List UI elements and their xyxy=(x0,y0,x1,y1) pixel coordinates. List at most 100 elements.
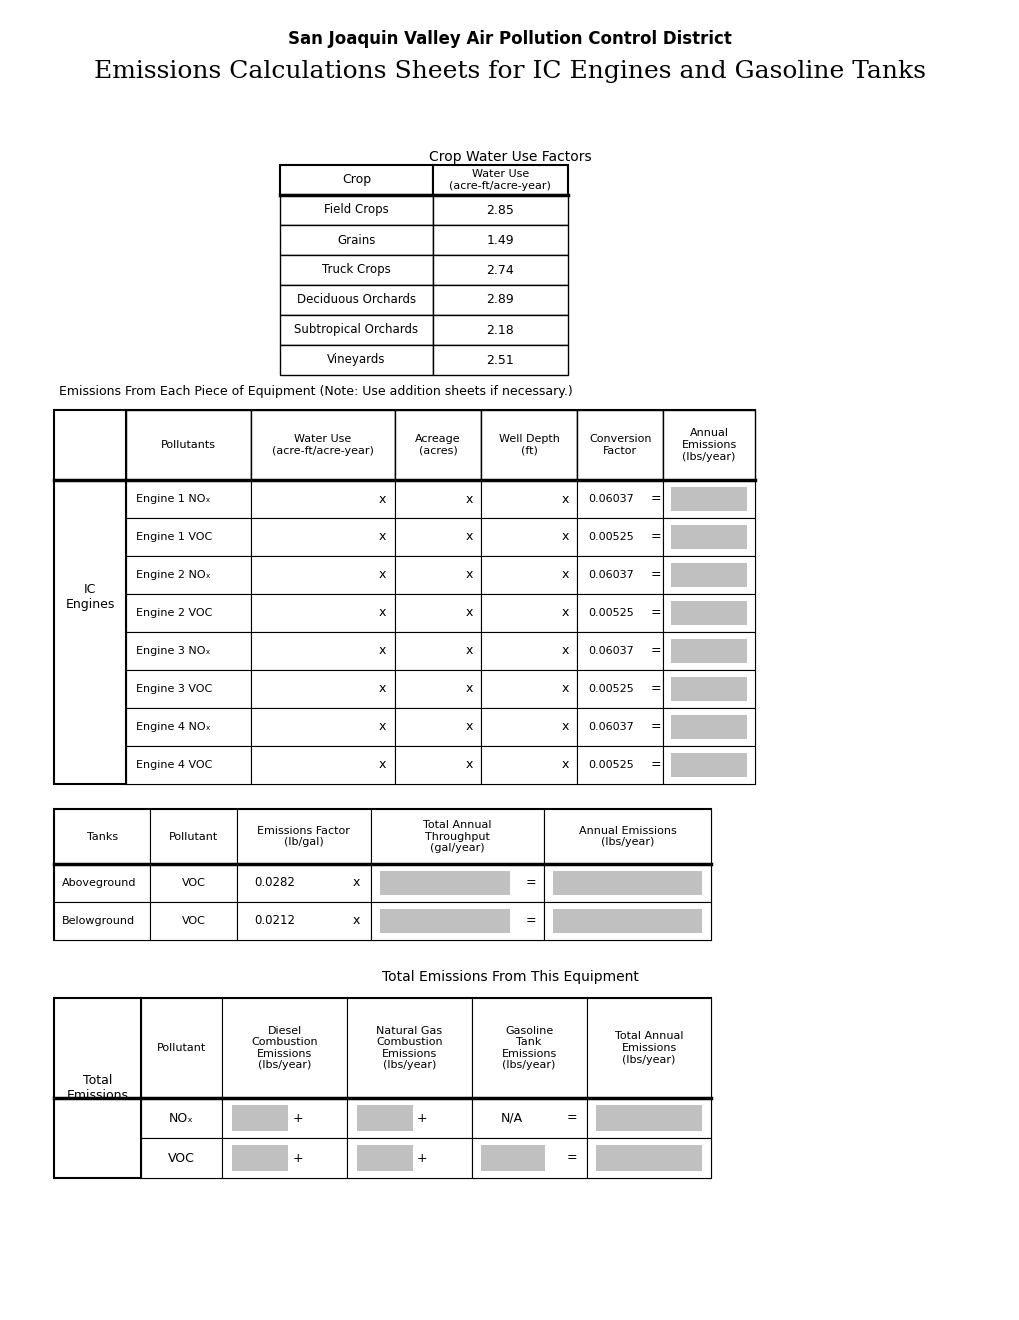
Text: Vineyards: Vineyards xyxy=(327,354,385,367)
Text: Engine 1 NOₓ: Engine 1 NOₓ xyxy=(136,494,210,504)
FancyBboxPatch shape xyxy=(488,601,548,624)
FancyBboxPatch shape xyxy=(279,165,433,195)
FancyBboxPatch shape xyxy=(481,746,577,784)
FancyBboxPatch shape xyxy=(662,594,754,632)
FancyBboxPatch shape xyxy=(279,285,433,315)
Text: Pollutants: Pollutants xyxy=(161,440,216,450)
FancyBboxPatch shape xyxy=(251,517,394,556)
FancyBboxPatch shape xyxy=(394,411,481,480)
FancyBboxPatch shape xyxy=(481,1144,544,1171)
Text: Water Use
(acre-ft/acre-year): Water Use (acre-ft/acre-year) xyxy=(272,434,374,455)
FancyBboxPatch shape xyxy=(279,315,433,345)
FancyBboxPatch shape xyxy=(150,902,236,940)
Text: Belowground: Belowground xyxy=(62,916,135,927)
FancyBboxPatch shape xyxy=(126,671,251,708)
FancyBboxPatch shape xyxy=(577,671,662,708)
Text: =: = xyxy=(650,721,660,734)
FancyBboxPatch shape xyxy=(577,480,662,517)
FancyBboxPatch shape xyxy=(671,715,746,739)
FancyBboxPatch shape xyxy=(251,411,394,480)
FancyBboxPatch shape xyxy=(433,195,567,224)
Text: Engine 4 VOC: Engine 4 VOC xyxy=(136,760,212,770)
FancyBboxPatch shape xyxy=(126,632,251,671)
Text: x: x xyxy=(466,721,473,734)
FancyBboxPatch shape xyxy=(433,165,567,195)
FancyBboxPatch shape xyxy=(259,752,363,777)
FancyBboxPatch shape xyxy=(488,639,548,663)
FancyBboxPatch shape xyxy=(671,752,746,777)
FancyBboxPatch shape xyxy=(552,871,701,895)
FancyBboxPatch shape xyxy=(433,224,567,255)
FancyBboxPatch shape xyxy=(543,865,711,902)
FancyBboxPatch shape xyxy=(236,865,371,902)
Text: x: x xyxy=(561,531,569,544)
FancyBboxPatch shape xyxy=(488,715,548,739)
FancyBboxPatch shape xyxy=(357,1144,413,1171)
FancyBboxPatch shape xyxy=(671,677,746,701)
FancyBboxPatch shape xyxy=(662,632,754,671)
FancyBboxPatch shape xyxy=(380,909,510,933)
FancyBboxPatch shape xyxy=(259,601,363,624)
FancyBboxPatch shape xyxy=(586,1138,711,1177)
FancyBboxPatch shape xyxy=(279,195,433,224)
FancyBboxPatch shape xyxy=(126,708,251,746)
FancyBboxPatch shape xyxy=(126,480,251,517)
FancyBboxPatch shape xyxy=(150,865,236,902)
Text: x: x xyxy=(466,644,473,657)
FancyBboxPatch shape xyxy=(662,480,754,517)
Text: =: = xyxy=(650,531,660,544)
FancyBboxPatch shape xyxy=(662,517,754,556)
Text: Subtropical Orchards: Subtropical Orchards xyxy=(294,323,418,337)
Text: x: x xyxy=(378,682,386,696)
Text: x: x xyxy=(466,569,473,582)
FancyBboxPatch shape xyxy=(403,525,452,549)
FancyBboxPatch shape xyxy=(394,556,481,594)
Text: Emissions Factor
(lb/gal): Emissions Factor (lb/gal) xyxy=(257,826,350,847)
FancyBboxPatch shape xyxy=(403,639,452,663)
FancyBboxPatch shape xyxy=(662,411,754,480)
FancyBboxPatch shape xyxy=(380,871,510,895)
FancyBboxPatch shape xyxy=(346,1098,471,1138)
Text: Total Annual
Emissions
(lbs/year): Total Annual Emissions (lbs/year) xyxy=(614,1031,683,1065)
Text: Annual
Emissions
(lbs/year): Annual Emissions (lbs/year) xyxy=(681,429,736,462)
Text: Well Depth
(ft): Well Depth (ft) xyxy=(498,434,559,455)
FancyBboxPatch shape xyxy=(671,601,746,624)
Text: x: x xyxy=(466,606,473,619)
FancyBboxPatch shape xyxy=(662,671,754,708)
Text: Conversion
Factor: Conversion Factor xyxy=(589,434,651,455)
FancyBboxPatch shape xyxy=(236,809,371,865)
Text: 2.74: 2.74 xyxy=(486,264,514,276)
FancyBboxPatch shape xyxy=(488,564,548,587)
FancyBboxPatch shape xyxy=(357,1105,413,1131)
FancyBboxPatch shape xyxy=(126,556,251,594)
FancyBboxPatch shape xyxy=(346,998,471,1098)
FancyBboxPatch shape xyxy=(671,639,746,663)
FancyBboxPatch shape xyxy=(433,255,567,285)
Text: Engine 2 VOC: Engine 2 VOC xyxy=(136,609,212,618)
FancyBboxPatch shape xyxy=(596,1105,701,1131)
Text: 2.51: 2.51 xyxy=(486,354,514,367)
FancyBboxPatch shape xyxy=(481,594,577,632)
FancyBboxPatch shape xyxy=(371,902,543,940)
Text: =: = xyxy=(567,1111,577,1125)
Text: x: x xyxy=(466,492,473,506)
Text: x: x xyxy=(378,492,386,506)
FancyBboxPatch shape xyxy=(671,564,746,587)
FancyBboxPatch shape xyxy=(403,601,452,624)
FancyBboxPatch shape xyxy=(141,1138,222,1177)
FancyBboxPatch shape xyxy=(394,480,481,517)
FancyBboxPatch shape xyxy=(126,517,251,556)
Text: +: + xyxy=(417,1111,427,1125)
Text: 0.06037: 0.06037 xyxy=(587,645,633,656)
FancyBboxPatch shape xyxy=(403,564,452,587)
FancyBboxPatch shape xyxy=(54,865,150,902)
Text: 0.00525: 0.00525 xyxy=(587,684,633,694)
FancyBboxPatch shape xyxy=(394,746,481,784)
Text: Gasoline
Tank
Emissions
(lbs/year): Gasoline Tank Emissions (lbs/year) xyxy=(501,1026,556,1071)
FancyBboxPatch shape xyxy=(236,902,371,940)
FancyBboxPatch shape xyxy=(279,255,433,285)
FancyBboxPatch shape xyxy=(662,746,754,784)
FancyBboxPatch shape xyxy=(231,1144,287,1171)
FancyBboxPatch shape xyxy=(54,411,754,784)
Text: x: x xyxy=(561,492,569,506)
